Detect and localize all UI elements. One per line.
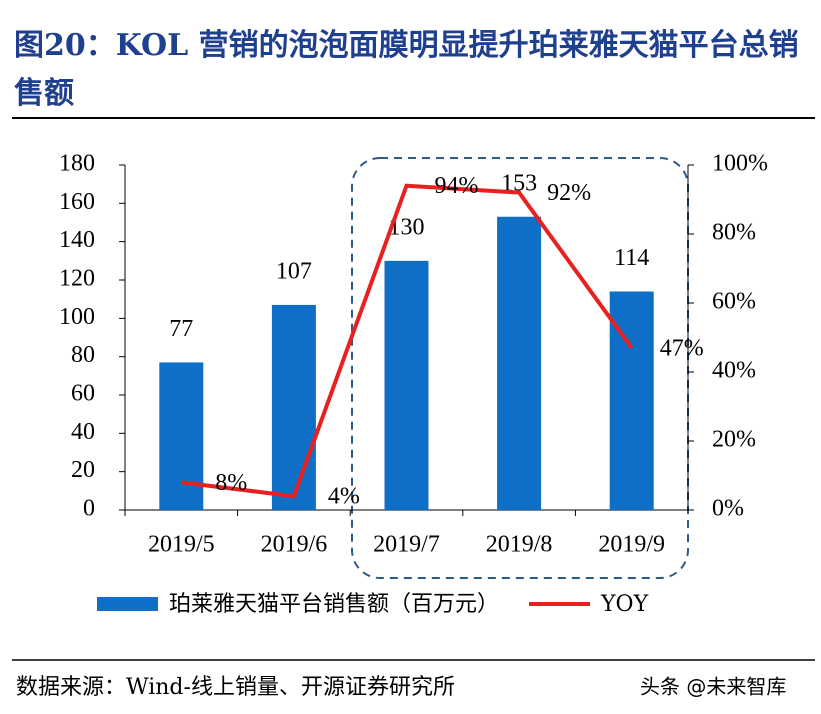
y-tick-label: 20 [71, 457, 95, 483]
chart-title: 图20：KOL 营销的泡泡面膜明显提升珀莱雅天猫平台总销售额 [14, 28, 799, 111]
y-tick-label: 160 [59, 189, 95, 215]
x-tick-label: 2019/5 [148, 532, 215, 558]
bar [159, 362, 204, 510]
bar [497, 216, 542, 510]
bar [384, 260, 429, 510]
y-tick-label: 140 [59, 227, 95, 253]
legend-label: YOY [600, 592, 649, 617]
bar-value-label: 77 [169, 316, 193, 342]
y2-tick-label: 80% [712, 220, 756, 246]
bar-value-label: 107 [276, 258, 312, 284]
x-tick-label: 2019/7 [373, 532, 440, 558]
y-tick-label: 120 [59, 266, 95, 292]
line-value-label: 4% [328, 484, 360, 510]
y-tick-label: 80 [71, 342, 95, 368]
bar-value-label: 114 [614, 245, 649, 271]
watermark: 头条 @未来智库 [640, 675, 786, 699]
y-tick-label: 100 [59, 304, 95, 330]
y2-tick-label: 0% [712, 496, 744, 522]
y-tick-label: 180 [59, 151, 95, 177]
y-tick-label: 0 [83, 496, 95, 522]
y2-tick-label: 100% [712, 151, 768, 177]
y2-tick-label: 40% [712, 358, 756, 384]
y2-tick-label: 60% [712, 289, 756, 315]
line-value-label: 8% [215, 470, 247, 496]
legend-swatch [97, 597, 158, 611]
yoy-line [181, 183, 634, 499]
legend-label: 珀莱雅天猫平台销售额（百万元） [169, 592, 499, 617]
line-value-label: 47% [660, 335, 704, 361]
x-tick-label: 2019/8 [486, 532, 553, 558]
line-value-label: 94% [435, 173, 479, 199]
x-tick-label: 2019/6 [261, 532, 328, 558]
source: 数据来源：Wind-线上销量、开源证券研究所 [16, 675, 455, 700]
x-tick-label: 2019/9 [598, 532, 665, 558]
y2-tick-label: 20% [712, 427, 756, 453]
y-tick-label: 40 [71, 419, 95, 445]
y-tick-label: 60 [71, 381, 95, 407]
bar [271, 304, 316, 510]
line-value-label: 92% [547, 180, 591, 206]
